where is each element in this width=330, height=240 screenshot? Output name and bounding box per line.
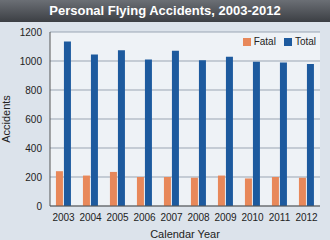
svg-text:2011: 2011	[269, 212, 291, 223]
html-text:Total: Total	[294, 36, 316, 47]
svg-text:2008: 2008	[187, 212, 210, 223]
svg-text:2006: 2006	[133, 212, 156, 223]
svg-text:1200: 1200	[20, 27, 43, 38]
svg-text:2010: 2010	[241, 212, 264, 223]
html-text:Fatal: Fatal	[253, 36, 276, 47]
html-text:Personal Flying Accidents, 200: Personal Flying Accidents, 2003-2012	[49, 3, 281, 18]
svg-text:2009: 2009	[214, 212, 237, 223]
svg-text:600: 600	[25, 114, 42, 125]
svg-text:Calendar Year: Calendar Year	[150, 228, 220, 240]
svg-text:1000: 1000	[20, 56, 43, 67]
svg-text:800: 800	[25, 85, 42, 96]
svg-text:0: 0	[36, 201, 42, 212]
svg-text:2003: 2003	[52, 212, 75, 223]
svg-text:2012: 2012	[295, 212, 318, 223]
svg-text:2007: 2007	[160, 212, 183, 223]
svg-text:2004: 2004	[79, 212, 102, 223]
svg-text:200: 200	[25, 172, 42, 183]
svg-text:Accidents: Accidents	[8, 95, 12, 143]
svg-text:400: 400	[25, 143, 42, 154]
svg-text:2005: 2005	[106, 212, 129, 223]
